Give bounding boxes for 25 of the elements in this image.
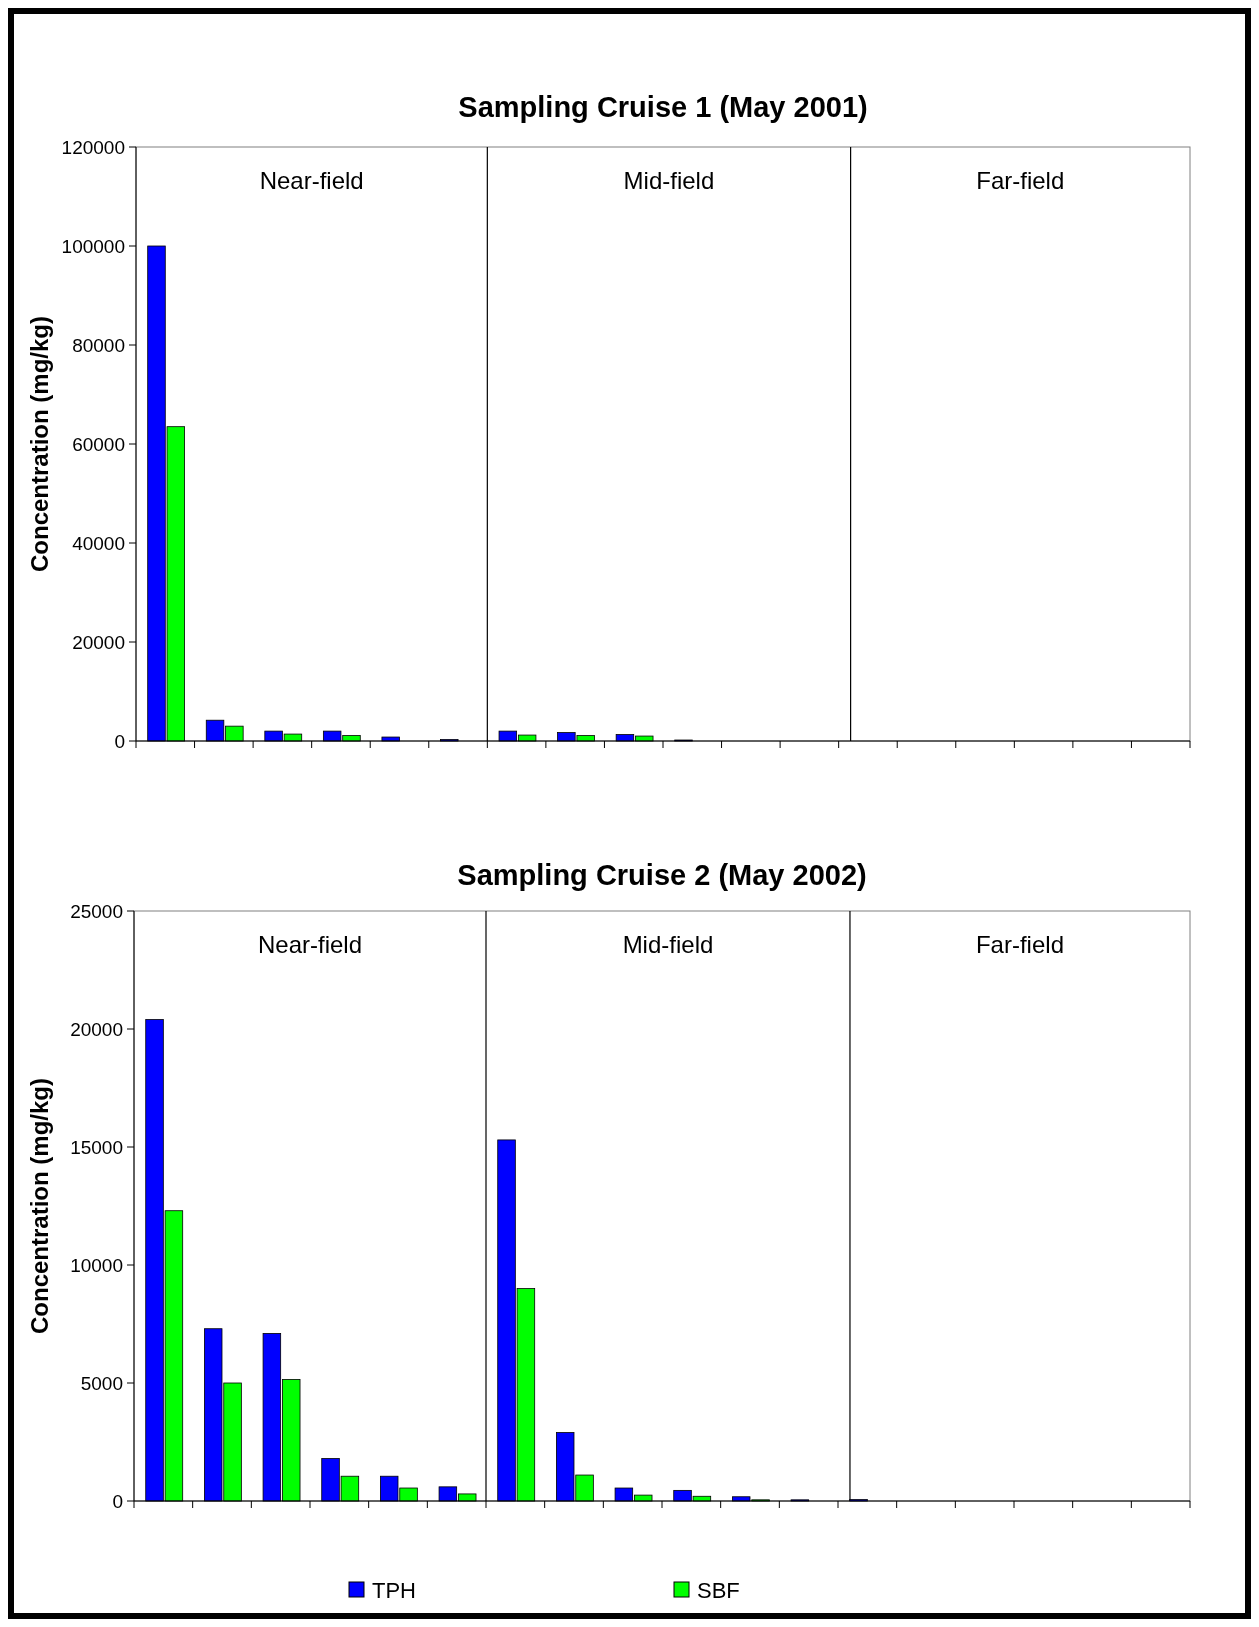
y-tick-label: 25000: [70, 900, 123, 922]
y-tick-label: 10000: [70, 1254, 123, 1276]
annotation: Near-field: [257, 931, 363, 958]
annotation: Near-field: [259, 167, 364, 194]
legend-label: SBF: [697, 1577, 740, 1603]
y-axis-title: Concentration (mg/kg): [26, 1078, 53, 1334]
y-tick-label: 0: [112, 1490, 123, 1512]
y-tick-label: 100000: [61, 235, 125, 257]
y-tick-label: 60000: [72, 433, 125, 455]
annotation: Far-field: [976, 167, 1065, 194]
annotation: Mid-field: [622, 931, 714, 958]
y-tick-label: 0: [114, 730, 125, 752]
y-tick-label: 5000: [80, 1372, 123, 1394]
annotation: Mid-field: [623, 167, 715, 194]
y-tick-label: 20000: [72, 631, 125, 653]
legend-label: TPH: [372, 1577, 416, 1603]
y-tick-label: 40000: [72, 532, 125, 554]
y-tick-label: 20000: [70, 1018, 123, 1040]
y-tick-label: 80000: [72, 334, 125, 356]
chart-title: Sampling Cruise 1 (May 2001): [458, 91, 868, 123]
annotation: Far-field: [975, 931, 1064, 958]
chart-title: Sampling Cruise 2 (May 2002): [457, 859, 867, 891]
y-tick-label: 120000: [61, 136, 125, 158]
y-tick-label: 15000: [70, 1136, 123, 1158]
y-axis-title: Concentration (mg/kg): [26, 316, 53, 572]
